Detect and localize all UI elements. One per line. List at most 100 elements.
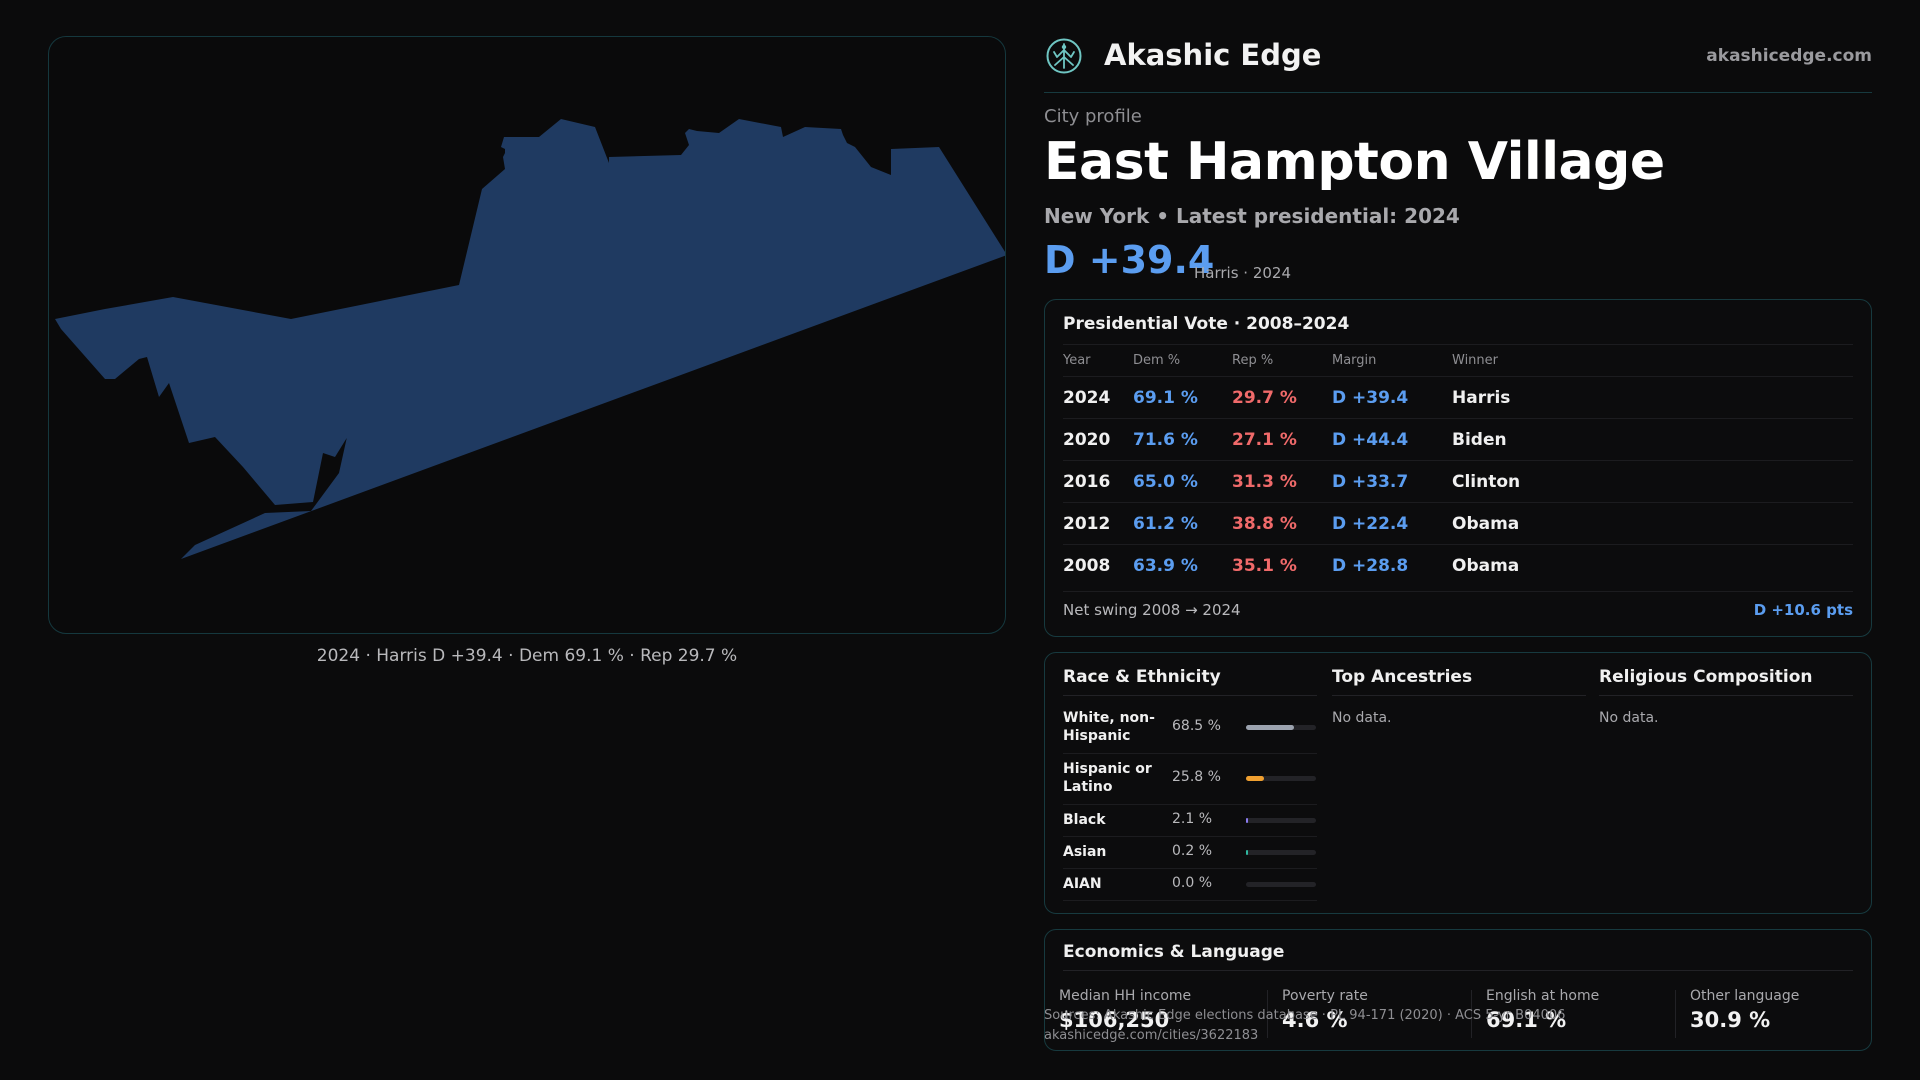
- religion-divider: [1599, 695, 1853, 696]
- sources-text: Sources: Akashic Edge elections database…: [1044, 1008, 1566, 1023]
- cell-year: 2020: [1063, 430, 1111, 450]
- map-card: [48, 36, 1006, 634]
- vote-table: Year Dem % Rep % Margin Winner 2024 69.1…: [1063, 344, 1853, 586]
- cell-dem: 65.0 %: [1133, 472, 1198, 492]
- cell-winner: Biden: [1452, 430, 1507, 450]
- stat-value: $106,250: [1059, 1008, 1170, 1032]
- table-row: 2024 69.1 % 29.7 % D +39.4 Harris: [1063, 376, 1853, 418]
- cell-margin: D +33.7: [1332, 472, 1409, 492]
- race-bar-fill: [1246, 850, 1248, 855]
- stat-label: Poverty rate: [1282, 988, 1368, 1004]
- race-row: AIAN 0.0 %: [1063, 869, 1317, 901]
- stat-label: English at home: [1486, 988, 1600, 1004]
- economics-heading: Economics & Language: [1063, 942, 1285, 962]
- race-bar-fill: [1246, 725, 1294, 730]
- cell-winner: Clinton: [1452, 472, 1521, 492]
- race-bar-track: [1246, 776, 1316, 781]
- table-row: 2020 71.6 % 27.1 % D +44.4 Biden: [1063, 418, 1853, 460]
- col-header-dem: Dem %: [1133, 353, 1181, 368]
- cell-winner: Harris: [1452, 388, 1511, 408]
- stat-label: Other language: [1690, 988, 1800, 1004]
- table-header-row: Year Dem % Rep % Margin Winner: [1063, 344, 1853, 376]
- cell-margin: D +39.4: [1332, 388, 1409, 408]
- race-pct: 0.0 %: [1172, 875, 1213, 891]
- cell-year: 2024: [1063, 388, 1111, 408]
- akashic-tree-logo-icon[interactable]: [1046, 38, 1082, 74]
- religion-empty-text: No data.: [1599, 710, 1659, 726]
- brand-header: Akashic Edge akashicedge.com: [1044, 36, 1872, 93]
- table-row: 2016 65.0 % 31.3 % D +33.7 Clinton: [1063, 460, 1853, 502]
- net-swing-row: Net swing 2008 → 2024 D +10.6 pts: [1063, 591, 1853, 622]
- demographics-panel: Race & Ethnicity White, non-Hispanic 68.…: [1044, 652, 1872, 914]
- race-row: Asian 0.2 %: [1063, 837, 1317, 869]
- economics-panel: Economics & Language Median HH income $1…: [1044, 929, 1872, 1051]
- stat-poverty-rate: Poverty rate 4.6 %: [1268, 988, 1468, 1040]
- stat-english-at-home: English at home 69.1 %: [1472, 988, 1672, 1040]
- cell-year: 2016: [1063, 472, 1111, 492]
- race-name: Black: [1063, 812, 1106, 828]
- map-caption: 2024 · Harris D +39.4 · Dem 69.1 % · Rep…: [316, 646, 738, 666]
- stat-label: Median HH income: [1059, 988, 1192, 1004]
- stat-value: 4.6 %: [1282, 1008, 1348, 1032]
- race-bar-track: [1246, 725, 1316, 730]
- stat-separator: [1267, 990, 1268, 1038]
- page-url-link[interactable]: akashicedge.com/cities/3622183: [1044, 1028, 1259, 1043]
- sources-footer: Sources: Akashic Edge elections database…: [1044, 1006, 1565, 1046]
- religion-heading: Religious Composition: [1599, 667, 1813, 687]
- net-swing-value: D +10.6 pts: [1753, 601, 1853, 619]
- cell-margin: D +44.4: [1332, 430, 1409, 450]
- cell-rep: 27.1 %: [1232, 430, 1297, 450]
- city-boundary-map: [55, 119, 1006, 559]
- race-row: Hispanic or Latino 25.8 %: [1063, 754, 1317, 805]
- latest-margin: D +39.4: [1044, 238, 1215, 282]
- race-row: White, non-Hispanic 68.5 %: [1063, 703, 1317, 754]
- race-pct: 0.2 %: [1172, 843, 1213, 859]
- cell-dem: 61.2 %: [1133, 514, 1198, 534]
- race-pct: 2.1 %: [1172, 811, 1213, 827]
- table-row: 2012 61.2 % 38.8 % D +22.4 Obama: [1063, 502, 1853, 544]
- stat-other-language: Other language 30.9 %: [1676, 988, 1876, 1040]
- ancestry-heading: Top Ancestries: [1332, 667, 1473, 687]
- stat-median-income: Median HH income $106,250: [1045, 988, 1245, 1040]
- race-row: Black 2.1 %: [1063, 805, 1317, 837]
- race-name: AIAN: [1063, 876, 1102, 892]
- cell-rep: 29.7 %: [1232, 388, 1297, 408]
- race-name: Asian: [1063, 844, 1107, 860]
- latest-margin-note: Harris · 2024: [1194, 264, 1292, 282]
- profile-kicker: City profile: [1044, 106, 1142, 127]
- race-name: Hispanic or Latino: [1063, 761, 1152, 795]
- presidential-vote-panel: Presidential Vote · 2008–2024 Year Dem %…: [1044, 299, 1872, 637]
- race-name: White, non-Hispanic: [1063, 710, 1155, 744]
- brand-url-link[interactable]: akashicedge.com: [1706, 46, 1872, 66]
- cell-winner: Obama: [1452, 556, 1520, 576]
- vote-panel-heading: Presidential Vote · 2008–2024: [1063, 314, 1350, 334]
- table-row: 2008 63.9 % 35.1 % D +28.8 Obama: [1063, 544, 1853, 586]
- race-bar-track: [1246, 850, 1316, 855]
- brand-name[interactable]: Akashic Edge: [1104, 38, 1322, 72]
- stat-separator: [1675, 990, 1676, 1038]
- cell-margin: D +28.8: [1332, 556, 1409, 576]
- cell-dem: 63.9 %: [1133, 556, 1198, 576]
- city-boundary-shape[interactable]: [55, 119, 1006, 559]
- race-bar-fill: [1246, 818, 1248, 823]
- page-title: East Hampton Village: [1044, 132, 1665, 192]
- race-pct: 25.8 %: [1172, 769, 1221, 785]
- col-header-winner: Winner: [1452, 353, 1499, 368]
- col-header-margin: Margin: [1332, 353, 1377, 368]
- cell-rep: 35.1 %: [1232, 556, 1297, 576]
- cell-rep: 31.3 %: [1232, 472, 1297, 492]
- ancestry-divider: [1332, 695, 1586, 696]
- race-bar-track: [1246, 882, 1316, 887]
- cell-year: 2008: [1063, 556, 1111, 576]
- cell-margin: D +22.4: [1332, 514, 1409, 534]
- cell-winner: Obama: [1452, 514, 1520, 534]
- col-header-year: Year: [1063, 353, 1091, 368]
- profile-subline: New York • Latest presidential: 2024: [1044, 204, 1460, 228]
- col-header-rep: Rep %: [1232, 353, 1274, 368]
- ancestry-empty-text: No data.: [1332, 710, 1392, 726]
- race-divider: [1063, 695, 1317, 696]
- race-bar-fill: [1246, 776, 1265, 781]
- race-heading: Race & Ethnicity: [1063, 667, 1221, 687]
- economics-divider: [1063, 970, 1853, 971]
- race-pct: 68.5 %: [1172, 718, 1221, 734]
